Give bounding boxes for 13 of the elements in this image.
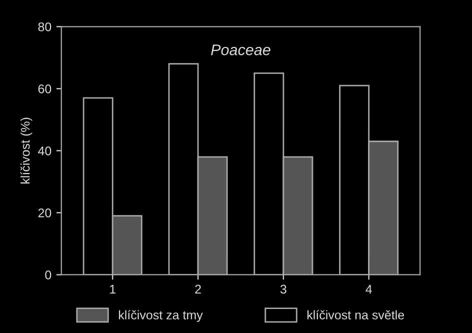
y-tick-label: 0 (45, 270, 52, 280)
x-tick-label: 4 (366, 284, 372, 294)
y-tick-label: 40 (38, 146, 52, 156)
text: Poaceae (211, 44, 270, 56)
x-tick-label: 2 (195, 284, 201, 294)
y-axis-title: klíčivost (%) (20, 118, 32, 184)
x-tick-label: 3 (280, 284, 286, 294)
legend-label: klíčivost na světle (307, 310, 404, 320)
y-tick-label: 20 (38, 208, 52, 218)
y-tick-label: 60 (38, 84, 52, 94)
legend-label: klíčivost za tmy (118, 310, 203, 322)
x-tick-label: 1 (110, 284, 116, 294)
y-tick-label: 80 (38, 22, 52, 32)
